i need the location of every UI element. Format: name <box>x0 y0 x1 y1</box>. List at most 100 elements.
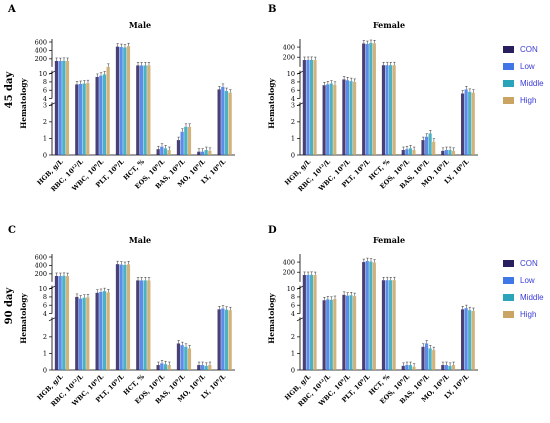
y-tick-label: 0 <box>43 366 47 374</box>
legend-label: High <box>520 310 536 319</box>
y-tick-label: 10 <box>39 285 47 293</box>
y-tick-label: 6 <box>43 87 47 95</box>
panel-letter: C <box>8 225 16 236</box>
bar-low <box>119 264 123 370</box>
y-tick-label: 2 <box>291 118 295 126</box>
bar-con <box>156 365 160 370</box>
bar-high <box>353 81 357 155</box>
bar-middle <box>184 346 188 370</box>
legend-swatch-low <box>503 63 514 70</box>
bar-low <box>326 84 330 155</box>
bar-con <box>136 65 140 155</box>
bar-high <box>451 150 456 155</box>
bar-con <box>176 140 181 155</box>
bar-high <box>412 366 416 370</box>
bar-con <box>302 60 306 155</box>
bar-middle <box>82 83 86 155</box>
bar-middle <box>468 91 472 155</box>
bar-con <box>421 346 425 370</box>
bar-con <box>342 79 346 155</box>
bar-low <box>306 275 310 370</box>
bar-low <box>385 280 389 370</box>
axis-break-mark <box>48 285 56 290</box>
y-tick-label: 0 <box>291 151 295 159</box>
bar-con <box>362 43 366 155</box>
bar-low <box>464 89 468 155</box>
bar-high <box>65 276 70 370</box>
bar-con <box>176 343 181 370</box>
legend-swatch-middle <box>503 80 514 87</box>
y-tick-label: 400 <box>283 258 295 266</box>
bar-low <box>306 59 310 155</box>
bar-con <box>136 280 140 370</box>
bar-middle <box>329 83 333 155</box>
y-tick-label: 400 <box>35 47 47 55</box>
bar-high <box>187 126 192 155</box>
bar-high <box>471 311 475 370</box>
chart-title: Female <box>373 235 405 245</box>
y-tick-label: 400 <box>283 43 295 51</box>
bar-middle <box>369 261 373 370</box>
bar-con <box>75 84 79 155</box>
y-tick-label: 2 <box>43 333 47 341</box>
bar-con <box>401 365 405 370</box>
bar-low <box>365 261 369 370</box>
y-tick-label: 8 <box>43 293 47 301</box>
y-tick-label: 200 <box>35 270 47 278</box>
bar-low <box>78 298 83 370</box>
row-label: 45 day <box>4 70 15 108</box>
bar-high <box>392 280 396 370</box>
bar-high <box>392 65 396 155</box>
bar-high <box>86 83 90 155</box>
bar-high <box>187 348 192 370</box>
y-tick-label: 6 <box>291 87 295 95</box>
bar-con <box>381 280 386 370</box>
bar-middle <box>408 365 412 370</box>
bar-middle <box>163 148 168 155</box>
bar-middle <box>102 291 107 370</box>
bar-high <box>208 365 212 370</box>
legend-label: Middle <box>520 79 544 88</box>
y-tick-label: 200 <box>35 55 47 63</box>
bar-con <box>460 93 465 155</box>
legend-label: CON <box>520 259 538 268</box>
y-tick-label: 8 <box>291 78 295 86</box>
bar-high <box>126 264 131 370</box>
y-tick-label: 4 <box>43 95 47 103</box>
y-tick-label: 3 <box>291 102 295 110</box>
bar-high <box>228 310 232 370</box>
y-tick-label: 4 <box>43 310 47 318</box>
y-tick-label: 10 <box>39 70 47 78</box>
bar-low <box>424 343 429 370</box>
legend-label: Middle <box>520 293 544 302</box>
bar-high <box>208 150 212 155</box>
bar-high <box>412 150 416 155</box>
bar-con <box>381 65 386 155</box>
bar-middle <box>448 150 452 155</box>
bar-low <box>345 295 350 370</box>
bar-high <box>106 292 110 370</box>
y-axis-label: Hematology <box>267 78 276 129</box>
bar-con <box>197 151 201 155</box>
bar-middle <box>309 274 314 370</box>
bar-middle <box>428 348 432 370</box>
bar-low <box>99 75 103 155</box>
bar-con <box>197 365 201 370</box>
axis-break-mark <box>296 317 304 322</box>
axis-break-mark <box>296 102 304 107</box>
legend: CON Low Middle High <box>503 45 544 105</box>
bar-high <box>147 280 151 370</box>
bar-con <box>156 149 160 155</box>
bar-high <box>313 275 317 370</box>
bar-middle <box>349 81 353 155</box>
legend-label: CON <box>520 45 538 54</box>
bar-high <box>432 350 436 370</box>
panel-letter: D <box>268 225 277 236</box>
y-tick-label: 400 <box>35 262 47 270</box>
bar-low <box>326 299 330 370</box>
y-axis-label: Hematology <box>19 78 28 129</box>
